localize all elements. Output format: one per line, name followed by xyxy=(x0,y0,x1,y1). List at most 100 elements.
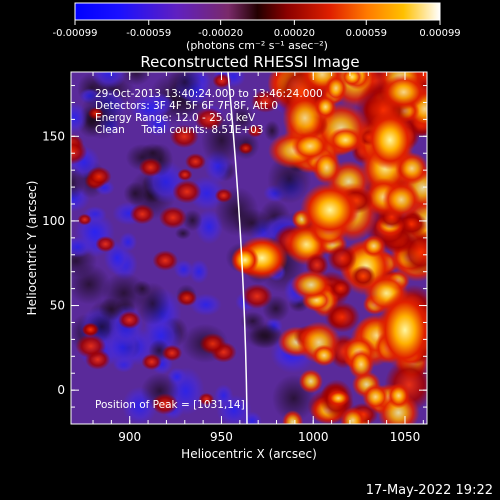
y-tick-label: 100 xyxy=(42,214,65,228)
colorbar-tick-label: -0.00099 xyxy=(53,28,98,39)
texture-blob xyxy=(167,72,202,102)
texture-blob xyxy=(174,227,192,240)
hot-patch xyxy=(329,278,353,299)
texture-blob xyxy=(90,72,127,90)
red-patch xyxy=(214,188,233,203)
colorbar-ticks: -0.00099 -0.00059 -0.00020 0.00020 0.00059 0.… xyxy=(53,20,461,39)
info-line-counts: Clean Total counts: 8.51E+03 xyxy=(95,124,264,136)
red-patch xyxy=(247,124,263,138)
red-patch xyxy=(176,289,198,307)
red-patch xyxy=(71,139,88,165)
red-patch xyxy=(212,73,232,89)
red-patch xyxy=(158,206,187,229)
colorbar-frame xyxy=(74,2,441,21)
red-patch xyxy=(161,344,183,362)
red-patch xyxy=(77,213,92,226)
texture-blob xyxy=(71,264,111,305)
red-patch xyxy=(81,322,100,337)
hot-patch xyxy=(400,229,427,275)
y-axis-label: Heliocentric Y (arcsec) xyxy=(25,181,39,316)
hot-patch xyxy=(341,72,363,87)
texture-blob xyxy=(188,259,209,284)
texture-blob xyxy=(242,411,262,424)
texture-blob xyxy=(244,321,283,349)
red-patch xyxy=(169,124,199,148)
red-patch xyxy=(185,153,206,170)
colorbar-gradient xyxy=(75,3,440,20)
hot-patch xyxy=(382,180,421,219)
texture-blob xyxy=(135,282,170,326)
red-patch xyxy=(138,157,163,177)
red-patch xyxy=(198,392,215,406)
texture-blob xyxy=(190,293,222,316)
y-tick-label: 0 xyxy=(57,383,65,397)
red-patch xyxy=(118,310,141,330)
x-axis-label: Heliocentric X (arcsec) xyxy=(181,447,317,461)
colorbar: -0.00099 -0.00059 -0.00020 0.00020 0.00059 0.… xyxy=(53,2,461,52)
y-tick-label: 150 xyxy=(42,129,65,143)
hot-patch xyxy=(327,390,350,407)
texture-blob xyxy=(173,259,194,279)
x-tick-label: 1050 xyxy=(390,430,421,444)
peak-position-label: Position of Peak = [1031,14] xyxy=(95,399,245,411)
hot-patch xyxy=(298,369,323,394)
texture-blob xyxy=(98,297,125,321)
bright-source xyxy=(231,246,259,274)
info-block: 29-Oct-2013 13:40:24.000 to 13:46:24.000… xyxy=(95,88,323,136)
texture-blob xyxy=(182,209,203,232)
red-patch xyxy=(199,333,227,355)
red-patch xyxy=(75,334,107,359)
texture-blob xyxy=(71,236,93,258)
red-patch xyxy=(238,142,254,155)
y-axis: 0 50 100 150 xyxy=(42,85,427,408)
hot-patch xyxy=(311,344,337,367)
hot-patch xyxy=(340,407,366,424)
red-patch xyxy=(177,168,193,181)
red-patch xyxy=(241,283,273,309)
colorbar-tick-label: -0.00020 xyxy=(198,28,243,39)
texture-blob xyxy=(121,72,152,86)
info-line-energy: Energy Range: 12.0 - 25.0 keV xyxy=(95,112,256,124)
red-patch xyxy=(151,393,179,415)
red-patch xyxy=(86,166,112,187)
texture-blob xyxy=(118,232,138,252)
texture-blob xyxy=(130,94,169,123)
solar-limb-line xyxy=(227,72,248,424)
heatmap-image xyxy=(71,72,427,424)
hot-patch xyxy=(328,127,363,153)
hot-patch xyxy=(314,94,337,119)
colorbar-tick-label: 0.00059 xyxy=(346,28,387,39)
info-line-detectors: Detectors: 3F 4F 5F 6F 7F 8F, Att 0 xyxy=(95,100,278,112)
hot-patch xyxy=(348,349,375,380)
red-patch xyxy=(87,107,104,120)
hot-patch xyxy=(282,410,304,424)
hot-patch xyxy=(361,234,386,258)
hot-patch xyxy=(324,74,348,102)
hot-patch xyxy=(324,301,360,333)
plot-frame xyxy=(70,71,428,425)
y-tick-label: 50 xyxy=(50,299,65,313)
hot-patch xyxy=(350,265,376,288)
colorbar-tick-label: 0.00099 xyxy=(419,28,460,39)
bright-source xyxy=(300,182,360,238)
red-patch xyxy=(152,250,179,271)
red-patch xyxy=(95,235,116,253)
hot-patch xyxy=(290,270,332,300)
hot-patch xyxy=(387,382,411,409)
texture-blob xyxy=(264,120,281,142)
x-tick-label: 900 xyxy=(118,430,141,444)
red-patch xyxy=(194,107,224,131)
texture-blob xyxy=(71,166,85,200)
x-axis: 900 950 1000 1050 xyxy=(92,72,424,444)
hot-patch xyxy=(311,150,342,185)
colorbar-tick-label: 0.00020 xyxy=(274,28,315,39)
colorbar-tick-label: -0.00059 xyxy=(126,28,171,39)
bright-source xyxy=(365,110,415,170)
hot-patch xyxy=(327,244,357,273)
hot-patch xyxy=(291,131,330,161)
x-tick-label: 950 xyxy=(210,430,233,444)
footer-date: 17-May-2022 19:22 xyxy=(366,483,493,498)
x-tick-label: 1000 xyxy=(298,430,329,444)
plot-title: Reconstructed RHESSI Image xyxy=(140,53,359,71)
